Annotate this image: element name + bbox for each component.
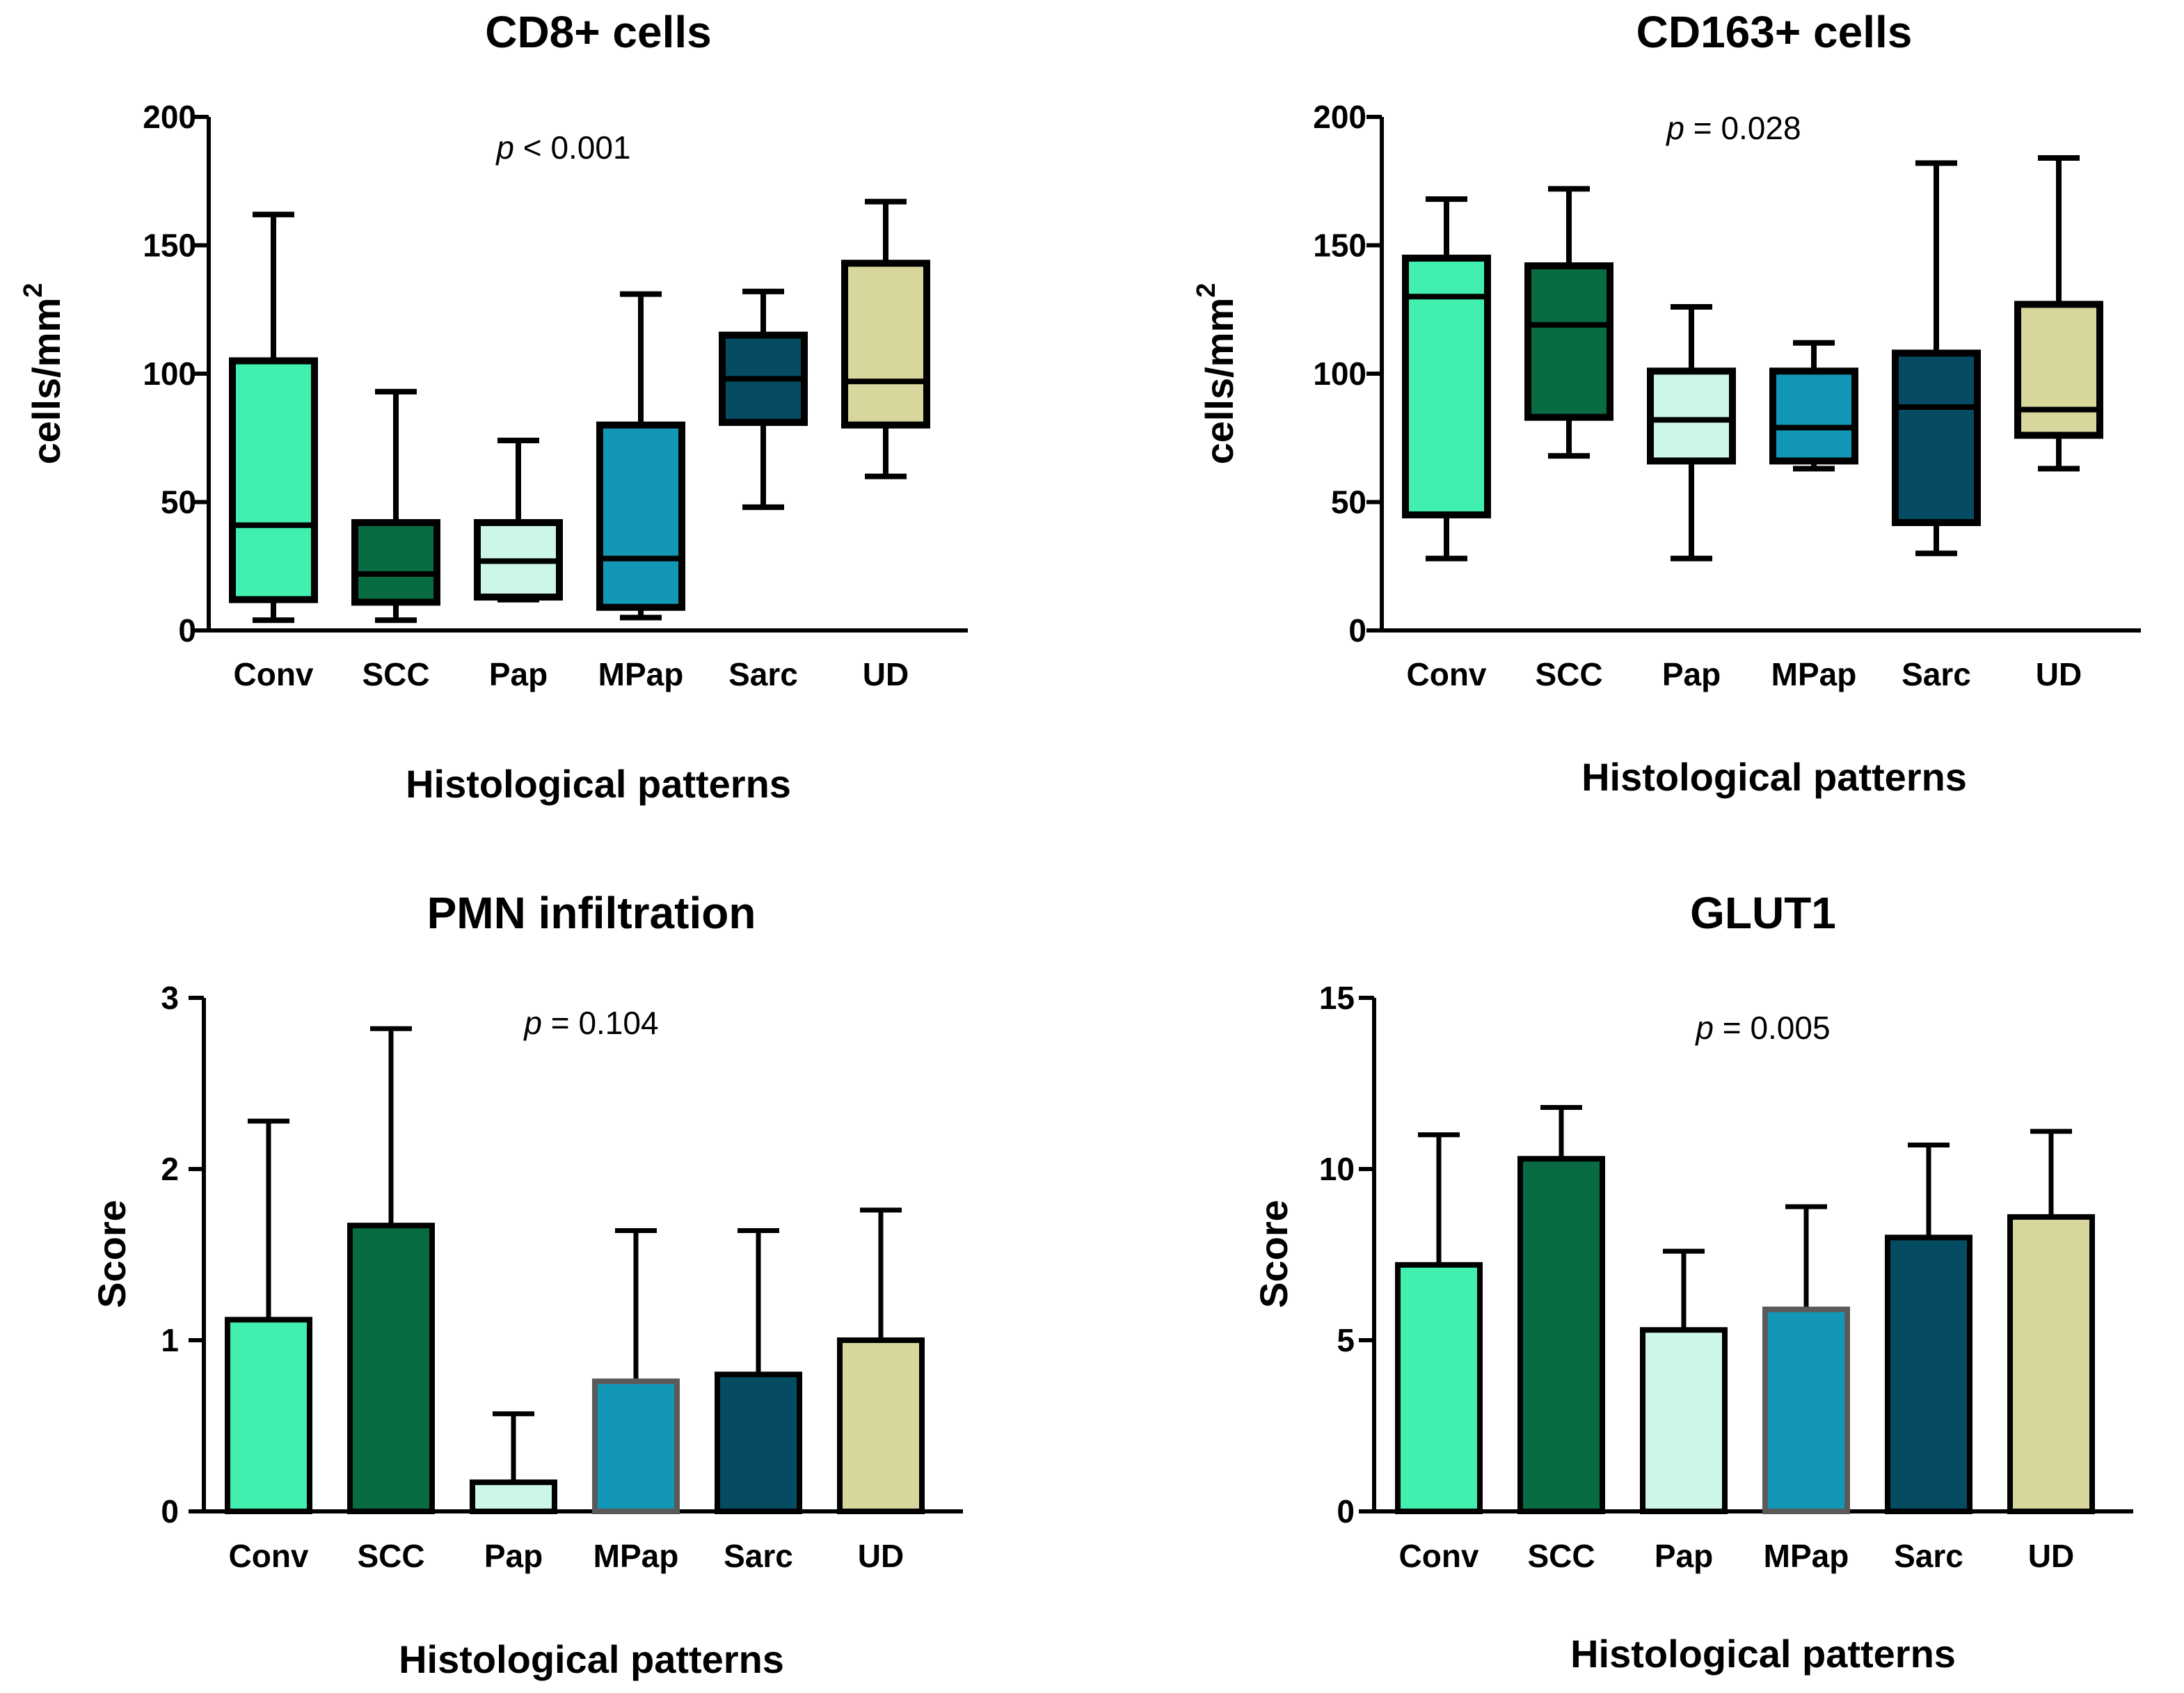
y-axis-label-text: cells/mm [1197, 298, 1241, 465]
p-symbol: p [495, 129, 514, 166]
p-value: = 0.005 [1714, 1010, 1831, 1046]
bar-ud [837, 1337, 925, 1514]
p-symbol: p [1665, 110, 1684, 146]
chart-title: CD163+ cells [1636, 7, 1913, 57]
y-tick-label: 50 [1331, 484, 1366, 520]
y-axis-label-text: cells/mm [24, 298, 68, 465]
x-tick-label: Sarc [1894, 1538, 1963, 1574]
y-tick-label: 1 [161, 1322, 179, 1358]
box-sarc [1892, 349, 1981, 527]
y-tick-label: 5 [1337, 1322, 1355, 1358]
y-tick-label: 10 [1319, 1151, 1355, 1187]
y-tick-label: 100 [143, 356, 196, 392]
x-tick-label: UD [2028, 1538, 2074, 1574]
y-tick-label: 150 [1313, 228, 1366, 264]
box-ud [841, 260, 930, 429]
bar-pap [1640, 1327, 1728, 1514]
p-value-label: p = 0.005 [1694, 1010, 1830, 1046]
chart-panel-2: CD163+ cells p = 0.028 0 50 100 150 200 Conv SCC… [1192, 7, 2141, 799]
bar-sarc [715, 1372, 802, 1514]
p-value-label: p = 0.028 [1665, 110, 1801, 146]
p-symbol: p [523, 1005, 542, 1041]
bar-scc [347, 1223, 435, 1515]
bar-conv [225, 1317, 312, 1514]
x-tick-label: Conv [1399, 1538, 1479, 1574]
chart-panel-1: CD8+ cells p < 0.001 0 50 100 150 200 Conv SCC Pa… [19, 7, 968, 806]
x-tick-label: Pap [484, 1538, 543, 1574]
x-tick-label: MPap [598, 656, 684, 692]
p-value: = 0.104 [542, 1005, 659, 1041]
y-axis-label-superscript: 2 [1192, 283, 1221, 298]
y-tick-label: 2 [161, 1151, 179, 1187]
x-tick-label: SCC [357, 1538, 424, 1574]
y-tick-label: 200 [143, 99, 196, 135]
x-axis-label: Histological patterns [1581, 755, 1967, 799]
y-tick-label: 0 [1337, 1493, 1355, 1529]
chart-title: GLUT1 [1690, 888, 1836, 938]
x-axis-label: Histological patterns [406, 762, 791, 806]
box-mpap [1769, 367, 1858, 465]
box-conv [229, 357, 318, 603]
y-tick-label: 50 [161, 484, 196, 520]
p-symbol: p [1694, 1010, 1714, 1046]
x-tick-label: Sarc [728, 656, 798, 692]
bar-ud [2007, 1214, 2095, 1514]
x-tick-label: Conv [229, 1538, 309, 1574]
p-value-label: p = 0.104 [523, 1005, 658, 1041]
x-tick-label: UD [858, 1538, 904, 1574]
bar-mpap [592, 1378, 680, 1515]
y-tick-label: 3 [161, 980, 179, 1016]
y-tick-label: 0 [178, 612, 196, 649]
y-tick-label: 200 [1313, 99, 1366, 135]
x-tick-label: SCC [1535, 656, 1602, 692]
chart-title: PMN infiltration [427, 888, 756, 938]
x-tick-label: Conv [234, 656, 314, 692]
x-tick-label: Pap [1662, 656, 1721, 692]
y-axis-label-superscript: 2 [19, 283, 48, 298]
y-tick-label: 100 [1313, 356, 1366, 392]
x-tick-label: MPap [593, 1538, 679, 1574]
box-pap [1647, 367, 1736, 465]
box-scc [1524, 262, 1613, 421]
x-tick-label: UD [863, 656, 909, 692]
box-conv [1402, 254, 1491, 518]
box-scc [351, 519, 440, 606]
bar-pap [470, 1479, 557, 1514]
x-tick-label: MPap [1771, 656, 1857, 692]
x-tick-label: SCC [1527, 1538, 1595, 1574]
y-axis-label: cells/mm2 [1192, 283, 1241, 465]
x-tick-label: Sarc [724, 1538, 793, 1574]
y-tick-label: 0 [1348, 612, 1366, 649]
x-tick-label: UD [2036, 656, 2082, 692]
y-axis-label-text: Score [1252, 1200, 1296, 1308]
p-value-label: p < 0.001 [495, 129, 630, 166]
y-tick-label: 0 [161, 1493, 179, 1529]
box-ud [2014, 301, 2103, 439]
x-tick-label: Pap [489, 656, 548, 692]
x-tick-label: SCC [362, 656, 429, 692]
chart-panel-3: PMN infiltration p = 0.104 0 1 2 3 Conv SCC Pap M… [90, 888, 963, 1681]
p-value: = 0.028 [1684, 110, 1801, 146]
x-tick-label: Sarc [1902, 656, 1971, 692]
chart-panel-4: GLUT1 p = 0.005 0 5 10 15 Conv SCC Pap MPap Sarc UD… [1252, 888, 2133, 1676]
x-axis-label: Histological patterns [1570, 1632, 1956, 1676]
bar-conv [1395, 1262, 1483, 1514]
bar-sarc [1885, 1234, 1972, 1515]
y-axis-label: Score [90, 1200, 134, 1308]
y-axis-label-text: Score [90, 1200, 134, 1308]
y-tick-label: 15 [1319, 980, 1355, 1016]
x-tick-label: MPap [1764, 1538, 1849, 1574]
chart-title: CD8+ cells [485, 7, 712, 57]
x-axis-label: Histological patterns [399, 1637, 784, 1681]
y-axis-label: cells/mm2 [19, 283, 68, 465]
bar-mpap [1762, 1306, 1850, 1514]
bar-scc [1517, 1156, 1605, 1514]
x-tick-label: Conv [1407, 656, 1487, 692]
p-value: < 0.001 [514, 129, 631, 166]
x-tick-label: Pap [1655, 1538, 1713, 1574]
y-axis-label: Score [1252, 1200, 1296, 1308]
y-tick-label: 150 [143, 228, 196, 264]
box-mpap [596, 421, 685, 611]
